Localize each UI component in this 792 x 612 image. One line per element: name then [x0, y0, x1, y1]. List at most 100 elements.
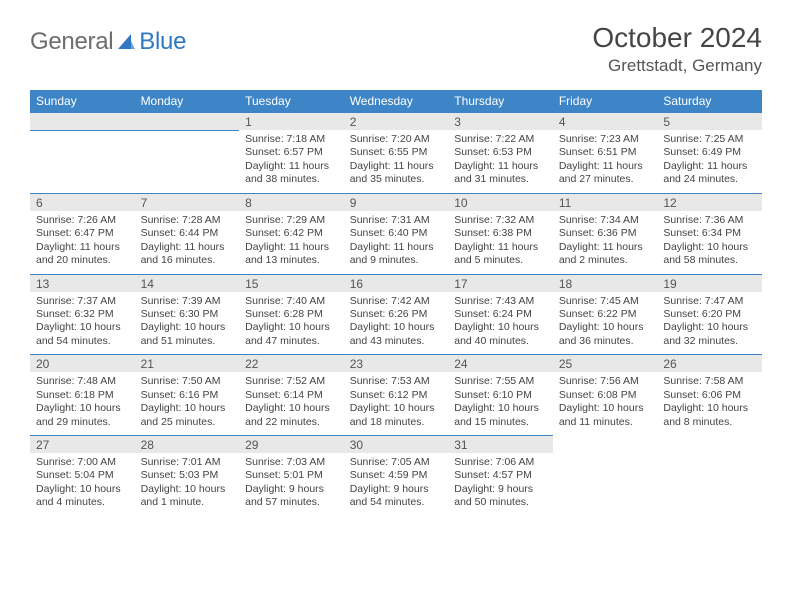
calendar-cell: 2Sunrise: 7:20 AMSunset: 6:55 PMDaylight… [344, 112, 449, 193]
calendar-cell: 29Sunrise: 7:03 AMSunset: 5:01 PMDayligh… [239, 435, 344, 516]
day-body: Sunrise: 7:06 AMSunset: 4:57 PMDaylight:… [448, 453, 553, 516]
day-number: 29 [239, 435, 344, 453]
day-number: 12 [657, 193, 762, 211]
calendar-cell: 6Sunrise: 7:26 AMSunset: 6:47 PMDaylight… [30, 193, 135, 274]
day-number: 30 [344, 435, 449, 453]
calendar-cell: 11Sunrise: 7:34 AMSunset: 6:36 PMDayligh… [553, 193, 658, 274]
calendar-cell: 25Sunrise: 7:56 AMSunset: 6:08 PMDayligh… [553, 354, 658, 435]
day-number: 17 [448, 274, 553, 292]
day-number: 5 [657, 112, 762, 130]
day-body: Sunrise: 7:34 AMSunset: 6:36 PMDaylight:… [553, 211, 658, 274]
calendar-cell: 16Sunrise: 7:42 AMSunset: 6:26 PMDayligh… [344, 274, 449, 355]
day-body: Sunrise: 7:23 AMSunset: 6:51 PMDaylight:… [553, 130, 658, 193]
calendar-cell: 20Sunrise: 7:48 AMSunset: 6:18 PMDayligh… [30, 354, 135, 435]
day-number: 4 [553, 112, 658, 130]
calendar-cell [553, 435, 658, 516]
day-number: 3 [448, 112, 553, 130]
weekday-header: Monday [135, 90, 240, 112]
weekday-header: Thursday [448, 90, 553, 112]
calendar-cell: 18Sunrise: 7:45 AMSunset: 6:22 PMDayligh… [553, 274, 658, 355]
day-number: 10 [448, 193, 553, 211]
calendar-week-row: 6Sunrise: 7:26 AMSunset: 6:47 PMDaylight… [30, 193, 762, 274]
day-body: Sunrise: 7:55 AMSunset: 6:10 PMDaylight:… [448, 372, 553, 435]
day-body: Sunrise: 7:52 AMSunset: 6:14 PMDaylight:… [239, 372, 344, 435]
day-number: 8 [239, 193, 344, 211]
day-body: Sunrise: 7:56 AMSunset: 6:08 PMDaylight:… [553, 372, 658, 435]
location-subtitle: Grettstadt, Germany [592, 56, 762, 76]
day-body [30, 130, 135, 192]
calendar-cell: 5Sunrise: 7:25 AMSunset: 6:49 PMDaylight… [657, 112, 762, 193]
weekday-header: Friday [553, 90, 658, 112]
day-number: 7 [135, 193, 240, 211]
calendar-week-row: 13Sunrise: 7:37 AMSunset: 6:32 PMDayligh… [30, 274, 762, 355]
day-body [135, 130, 240, 192]
day-body: Sunrise: 7:05 AMSunset: 4:59 PMDaylight:… [344, 453, 449, 516]
calendar-cell: 4Sunrise: 7:23 AMSunset: 6:51 PMDaylight… [553, 112, 658, 193]
day-body: Sunrise: 7:48 AMSunset: 6:18 PMDaylight:… [30, 372, 135, 435]
day-number: 23 [344, 354, 449, 372]
calendar-cell: 12Sunrise: 7:36 AMSunset: 6:34 PMDayligh… [657, 193, 762, 274]
calendar-cell: 10Sunrise: 7:32 AMSunset: 6:38 PMDayligh… [448, 193, 553, 274]
day-number: 21 [135, 354, 240, 372]
day-body: Sunrise: 7:50 AMSunset: 6:16 PMDaylight:… [135, 372, 240, 435]
calendar-cell: 27Sunrise: 7:00 AMSunset: 5:04 PMDayligh… [30, 435, 135, 516]
calendar-week-row: 20Sunrise: 7:48 AMSunset: 6:18 PMDayligh… [30, 354, 762, 435]
calendar-cell: 15Sunrise: 7:40 AMSunset: 6:28 PMDayligh… [239, 274, 344, 355]
day-number: 25 [553, 354, 658, 372]
day-body: Sunrise: 7:29 AMSunset: 6:42 PMDaylight:… [239, 211, 344, 274]
day-body: Sunrise: 7:28 AMSunset: 6:44 PMDaylight:… [135, 211, 240, 274]
calendar-cell: 24Sunrise: 7:55 AMSunset: 6:10 PMDayligh… [448, 354, 553, 435]
day-body: Sunrise: 7:01 AMSunset: 5:03 PMDaylight:… [135, 453, 240, 516]
day-number: 15 [239, 274, 344, 292]
brand-logo: General Blue [30, 28, 186, 56]
brand-sail-icon [115, 31, 137, 53]
calendar-cell: 31Sunrise: 7:06 AMSunset: 4:57 PMDayligh… [448, 435, 553, 516]
day-number: 11 [553, 193, 658, 211]
calendar-cell: 14Sunrise: 7:39 AMSunset: 6:30 PMDayligh… [135, 274, 240, 355]
calendar-cell: 23Sunrise: 7:53 AMSunset: 6:12 PMDayligh… [344, 354, 449, 435]
day-number: 22 [239, 354, 344, 372]
day-body: Sunrise: 7:26 AMSunset: 6:47 PMDaylight:… [30, 211, 135, 274]
month-title: October 2024 [592, 22, 762, 54]
calendar-table: Sunday Monday Tuesday Wednesday Thursday… [30, 90, 762, 516]
day-body: Sunrise: 7:00 AMSunset: 5:04 PMDaylight:… [30, 453, 135, 516]
day-number: 31 [448, 435, 553, 453]
calendar-cell: 13Sunrise: 7:37 AMSunset: 6:32 PMDayligh… [30, 274, 135, 355]
day-number [30, 112, 135, 130]
day-body: Sunrise: 7:58 AMSunset: 6:06 PMDaylight:… [657, 372, 762, 435]
weekday-header: Tuesday [239, 90, 344, 112]
weekday-header: Saturday [657, 90, 762, 112]
calendar-cell: 19Sunrise: 7:47 AMSunset: 6:20 PMDayligh… [657, 274, 762, 355]
day-body: Sunrise: 7:37 AMSunset: 6:32 PMDaylight:… [30, 292, 135, 355]
brand-text-1: General [30, 28, 113, 56]
day-number: 1 [239, 112, 344, 130]
day-number: 28 [135, 435, 240, 453]
day-number: 27 [30, 435, 135, 453]
day-number: 24 [448, 354, 553, 372]
calendar-cell: 7Sunrise: 7:28 AMSunset: 6:44 PMDaylight… [135, 193, 240, 274]
day-number: 13 [30, 274, 135, 292]
calendar-cell: 22Sunrise: 7:52 AMSunset: 6:14 PMDayligh… [239, 354, 344, 435]
header-bar: General Blue October 2024 Grettstadt, Ge… [30, 22, 762, 76]
day-body: Sunrise: 7:45 AMSunset: 6:22 PMDaylight:… [553, 292, 658, 355]
day-body: Sunrise: 7:31 AMSunset: 6:40 PMDaylight:… [344, 211, 449, 274]
day-number: 2 [344, 112, 449, 130]
day-body: Sunrise: 7:03 AMSunset: 5:01 PMDaylight:… [239, 453, 344, 516]
day-body: Sunrise: 7:32 AMSunset: 6:38 PMDaylight:… [448, 211, 553, 274]
brand-text-2: Blue [139, 28, 186, 56]
calendar-week-row: 27Sunrise: 7:00 AMSunset: 5:04 PMDayligh… [30, 435, 762, 516]
day-body: Sunrise: 7:42 AMSunset: 6:26 PMDaylight:… [344, 292, 449, 355]
calendar-cell [135, 112, 240, 193]
day-body: Sunrise: 7:36 AMSunset: 6:34 PMDaylight:… [657, 211, 762, 274]
calendar-cell: 1Sunrise: 7:18 AMSunset: 6:57 PMDaylight… [239, 112, 344, 193]
calendar-cell: 26Sunrise: 7:58 AMSunset: 6:06 PMDayligh… [657, 354, 762, 435]
calendar-cell [30, 112, 135, 193]
title-block: October 2024 Grettstadt, Germany [592, 22, 762, 76]
day-body: Sunrise: 7:18 AMSunset: 6:57 PMDaylight:… [239, 130, 344, 193]
day-number: 20 [30, 354, 135, 372]
calendar-cell: 17Sunrise: 7:43 AMSunset: 6:24 PMDayligh… [448, 274, 553, 355]
weekday-header: Sunday [30, 90, 135, 112]
day-number: 19 [657, 274, 762, 292]
calendar-cell [657, 435, 762, 516]
day-body: Sunrise: 7:43 AMSunset: 6:24 PMDaylight:… [448, 292, 553, 355]
